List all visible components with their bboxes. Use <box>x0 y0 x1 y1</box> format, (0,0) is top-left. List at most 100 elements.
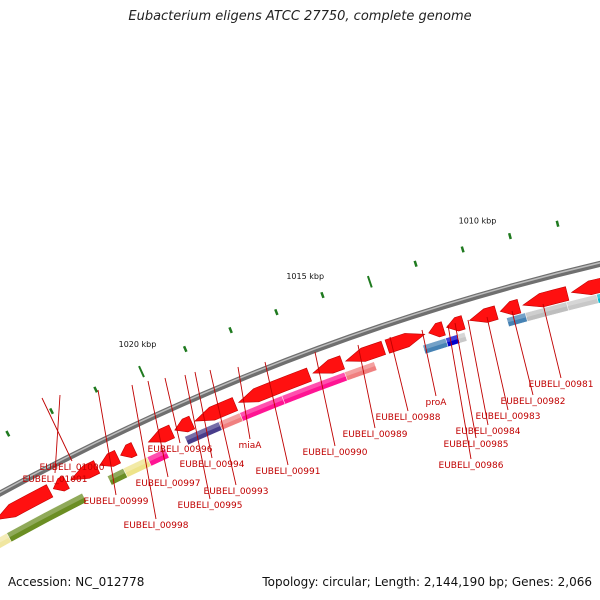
scale-label: 1020 kbp <box>119 340 157 349</box>
feature-shine <box>218 412 242 426</box>
gene-label: EUBELI_00990 <box>303 448 368 458</box>
gene-label: EUBELI_00988 <box>376 413 441 423</box>
feature-shine <box>525 302 568 318</box>
gene-label: EUBELI_01000 <box>40 463 105 473</box>
gene-leader-line <box>147 380 169 478</box>
gene-label: EUBELI_00993 <box>204 487 269 497</box>
minor-tick <box>320 291 325 299</box>
gene-leader-lines <box>41 303 562 520</box>
minor-tick <box>228 326 233 334</box>
feature-shine <box>0 533 10 543</box>
cds-arrow <box>174 415 196 433</box>
gene-leader-line <box>54 394 61 474</box>
gene-label: EUBELI_01001 <box>23 475 88 485</box>
feature-shine <box>445 334 459 343</box>
cds-arrow <box>120 442 138 459</box>
backbone-arc <box>0 260 600 497</box>
minor-tick <box>93 386 99 393</box>
map-title: Eubacterium eligens ATCC 27750, complete… <box>128 9 472 24</box>
gene-leader-line <box>194 371 213 459</box>
gene-leader-line <box>447 324 472 460</box>
feature-shine <box>281 372 346 400</box>
gene-leader-line <box>131 384 157 520</box>
cds-arrow <box>384 333 426 354</box>
major-tick <box>366 275 373 288</box>
cds-arrow <box>499 299 522 316</box>
cds-arrow <box>238 367 312 403</box>
cds-arrow <box>52 475 70 492</box>
feature-shine <box>566 294 598 307</box>
gene-leader-line <box>164 377 181 444</box>
cds-arrow <box>344 340 386 362</box>
backbone-ring <box>0 260 600 497</box>
feature-shine <box>457 332 466 339</box>
gene-label: EUBELI_00981 <box>529 380 594 390</box>
gene-leader-line <box>467 319 489 426</box>
feature-track <box>0 293 600 549</box>
cds-arrow <box>69 460 101 481</box>
feature-block <box>344 361 378 381</box>
scale-ticks <box>5 220 560 437</box>
gene-leader-line <box>511 310 534 396</box>
gene-label: EUBELI_00991 <box>256 467 321 477</box>
gene-label: EUBELI_00984 <box>456 427 521 437</box>
feature-shine <box>184 421 221 441</box>
feature-shine <box>344 361 376 377</box>
gene-label: EUBELI_00998 <box>124 521 189 531</box>
genome-summary-text: Topology: circular; Length: 2,144,190 bp… <box>262 575 592 589</box>
gene-leader-line <box>357 344 376 429</box>
gene-label: proA <box>426 398 448 408</box>
feature-shine <box>422 338 447 350</box>
minor-tick <box>507 232 512 240</box>
minor-tick <box>460 246 465 253</box>
gene-leader-line <box>421 329 437 397</box>
gene-leader-line <box>184 374 211 500</box>
feature-block <box>146 448 170 467</box>
minor-tick <box>555 220 560 227</box>
gene-labels: EUBELI_01000 EUBELI_01001 EUBELI_00999 EUBE… <box>23 380 594 531</box>
feature-shine <box>107 468 126 481</box>
gene-leader-line <box>97 389 117 496</box>
gene-label: EUBELI_00996 <box>148 445 213 455</box>
accession-text: Accession: NC_012778 <box>8 575 145 589</box>
gene-leader-line <box>41 397 73 462</box>
gene-label: EUBELI_00995 <box>178 501 243 511</box>
gene-label: EUBELI_00997 <box>136 479 201 489</box>
scale-label: 1015 kbp <box>286 272 324 281</box>
feature-shine <box>239 395 284 418</box>
cds-arrow <box>468 305 499 323</box>
cds-arrow <box>445 315 466 332</box>
cds-arrow <box>522 286 570 308</box>
cds-arrow <box>147 424 175 443</box>
feature-block <box>457 331 468 344</box>
gene-label: EUBELI_00986 <box>439 461 504 471</box>
minor-tick <box>182 345 188 353</box>
feature-shine <box>596 293 600 299</box>
feature-shine <box>147 448 168 462</box>
minor-tick <box>274 308 279 316</box>
gene-label: EUBELI_00999 <box>84 497 149 507</box>
gene-leader-line <box>486 316 509 411</box>
gene-label: EUBELI_00985 <box>444 440 509 450</box>
gene-leader-line <box>264 361 289 466</box>
feature-shine <box>6 493 85 538</box>
gene-leader-line <box>389 336 409 412</box>
cds-arrow <box>194 397 239 422</box>
gene-leader-line <box>454 322 477 439</box>
minor-tick <box>413 260 418 267</box>
gene-leader-line <box>209 369 237 486</box>
gene-leader-line <box>237 366 251 440</box>
cds-arrow <box>570 277 600 296</box>
minor-tick <box>5 430 11 437</box>
scale-label: 1010 kbp <box>459 216 497 225</box>
feature-block <box>596 293 600 304</box>
feature-block <box>6 492 87 543</box>
gene-leader-line <box>542 303 562 379</box>
major-tick <box>138 365 145 378</box>
gene-leader-line <box>314 351 336 447</box>
feature-shine <box>123 457 150 473</box>
cds-arrow <box>0 484 54 520</box>
